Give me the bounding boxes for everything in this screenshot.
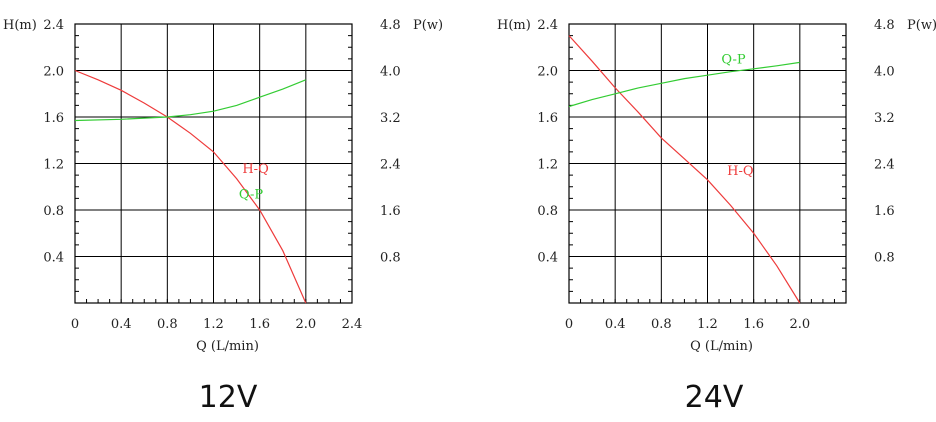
y-left-tick-label: 2.0 bbox=[43, 65, 64, 80]
y-right-axis-label: P(w) bbox=[413, 18, 443, 33]
series-qp-label-12v: Q-P bbox=[239, 187, 264, 202]
y-left-tick-label: 2.0 bbox=[537, 65, 558, 80]
x-tick-label: 0.4 bbox=[111, 317, 132, 332]
x-tick-label: 0 bbox=[71, 317, 79, 332]
x-tick-label: 2.0 bbox=[295, 317, 316, 332]
x-tick-label: 0 bbox=[565, 317, 573, 332]
chart-12v: 0 0.4 0.8 1.2 1.6 2.0 2.4 2.4 2.0 1.6 1.2 0.8 0.4 4.8… bbox=[3, 18, 443, 354]
y-left-tick-label: 0.4 bbox=[43, 251, 64, 266]
series-qp-label-24v: Q-P bbox=[721, 53, 746, 68]
y-left-axis-label: H(m) bbox=[497, 18, 531, 33]
y-right-tick-label: 2.4 bbox=[874, 158, 895, 173]
y-right-tick-label: 2.4 bbox=[380, 158, 401, 173]
y-left-tick-label: 1.2 bbox=[43, 158, 64, 173]
y-right-tick-label: 0.8 bbox=[380, 251, 401, 266]
chart-24v: 0 0.4 0.8 1.2 1.6 2.0 2.4 2.0 1.6 1.2 0.8 0.4 4.8 4.0… bbox=[497, 18, 936, 354]
y-left-tick-label: 0.8 bbox=[43, 204, 64, 219]
y-left-axis-label: H(m) bbox=[3, 18, 37, 33]
series-hq-label-12v: H-Q bbox=[242, 162, 268, 177]
y-right-tick-label: 4.0 bbox=[380, 65, 401, 80]
y-right-tick-label: 1.6 bbox=[380, 204, 401, 219]
x-tick-label: 1.2 bbox=[203, 317, 224, 332]
x-tick-label: 2.4 bbox=[342, 317, 363, 332]
y-left-tick-label: 0.8 bbox=[537, 204, 558, 219]
x-tick-label: 2.0 bbox=[789, 317, 810, 332]
y-left-tick-label: 2.4 bbox=[537, 18, 558, 33]
x-axis-label: Q (L/min) bbox=[196, 339, 259, 354]
x-tick-label: 0.4 bbox=[605, 317, 626, 332]
y-left-tick-label: 2.4 bbox=[43, 18, 64, 33]
x-tick-label: 1.6 bbox=[743, 317, 764, 332]
y-right-tick-label: 0.8 bbox=[874, 251, 895, 266]
series-hq-label-24v: H-Q bbox=[727, 164, 753, 179]
series-qp-line-24v bbox=[568, 61, 800, 108]
chart-caption-24v: 24V bbox=[684, 380, 744, 415]
x-tick-label: 1.2 bbox=[697, 317, 718, 332]
x-tick-label: 0.8 bbox=[651, 317, 672, 332]
chart-caption-12v: 12V bbox=[198, 380, 258, 415]
series-qp-line-12v bbox=[74, 79, 307, 122]
y-left-tick-label: 1.6 bbox=[43, 111, 64, 126]
y-left-tick-label: 1.2 bbox=[537, 158, 558, 173]
x-tick-label: 1.6 bbox=[249, 317, 270, 332]
y-left-tick-label: 0.4 bbox=[537, 251, 558, 266]
y-right-tick-label: 3.2 bbox=[380, 111, 401, 126]
y-left-tick-label: 1.6 bbox=[537, 111, 558, 126]
x-tick-label: 0.8 bbox=[157, 317, 178, 332]
x-axis-label: Q (L/min) bbox=[690, 339, 753, 354]
y-right-tick-label: 4.8 bbox=[874, 18, 895, 33]
y-right-tick-label: 3.2 bbox=[874, 111, 895, 126]
y-right-tick-label: 4.8 bbox=[380, 18, 401, 33]
y-right-tick-label: 1.6 bbox=[874, 204, 895, 219]
series-hq-line-12v bbox=[74, 69, 307, 304]
series-hq-line-24v bbox=[568, 35, 801, 304]
y-right-axis-label: P(w) bbox=[907, 18, 936, 33]
y-right-tick-label: 4.0 bbox=[874, 65, 895, 80]
